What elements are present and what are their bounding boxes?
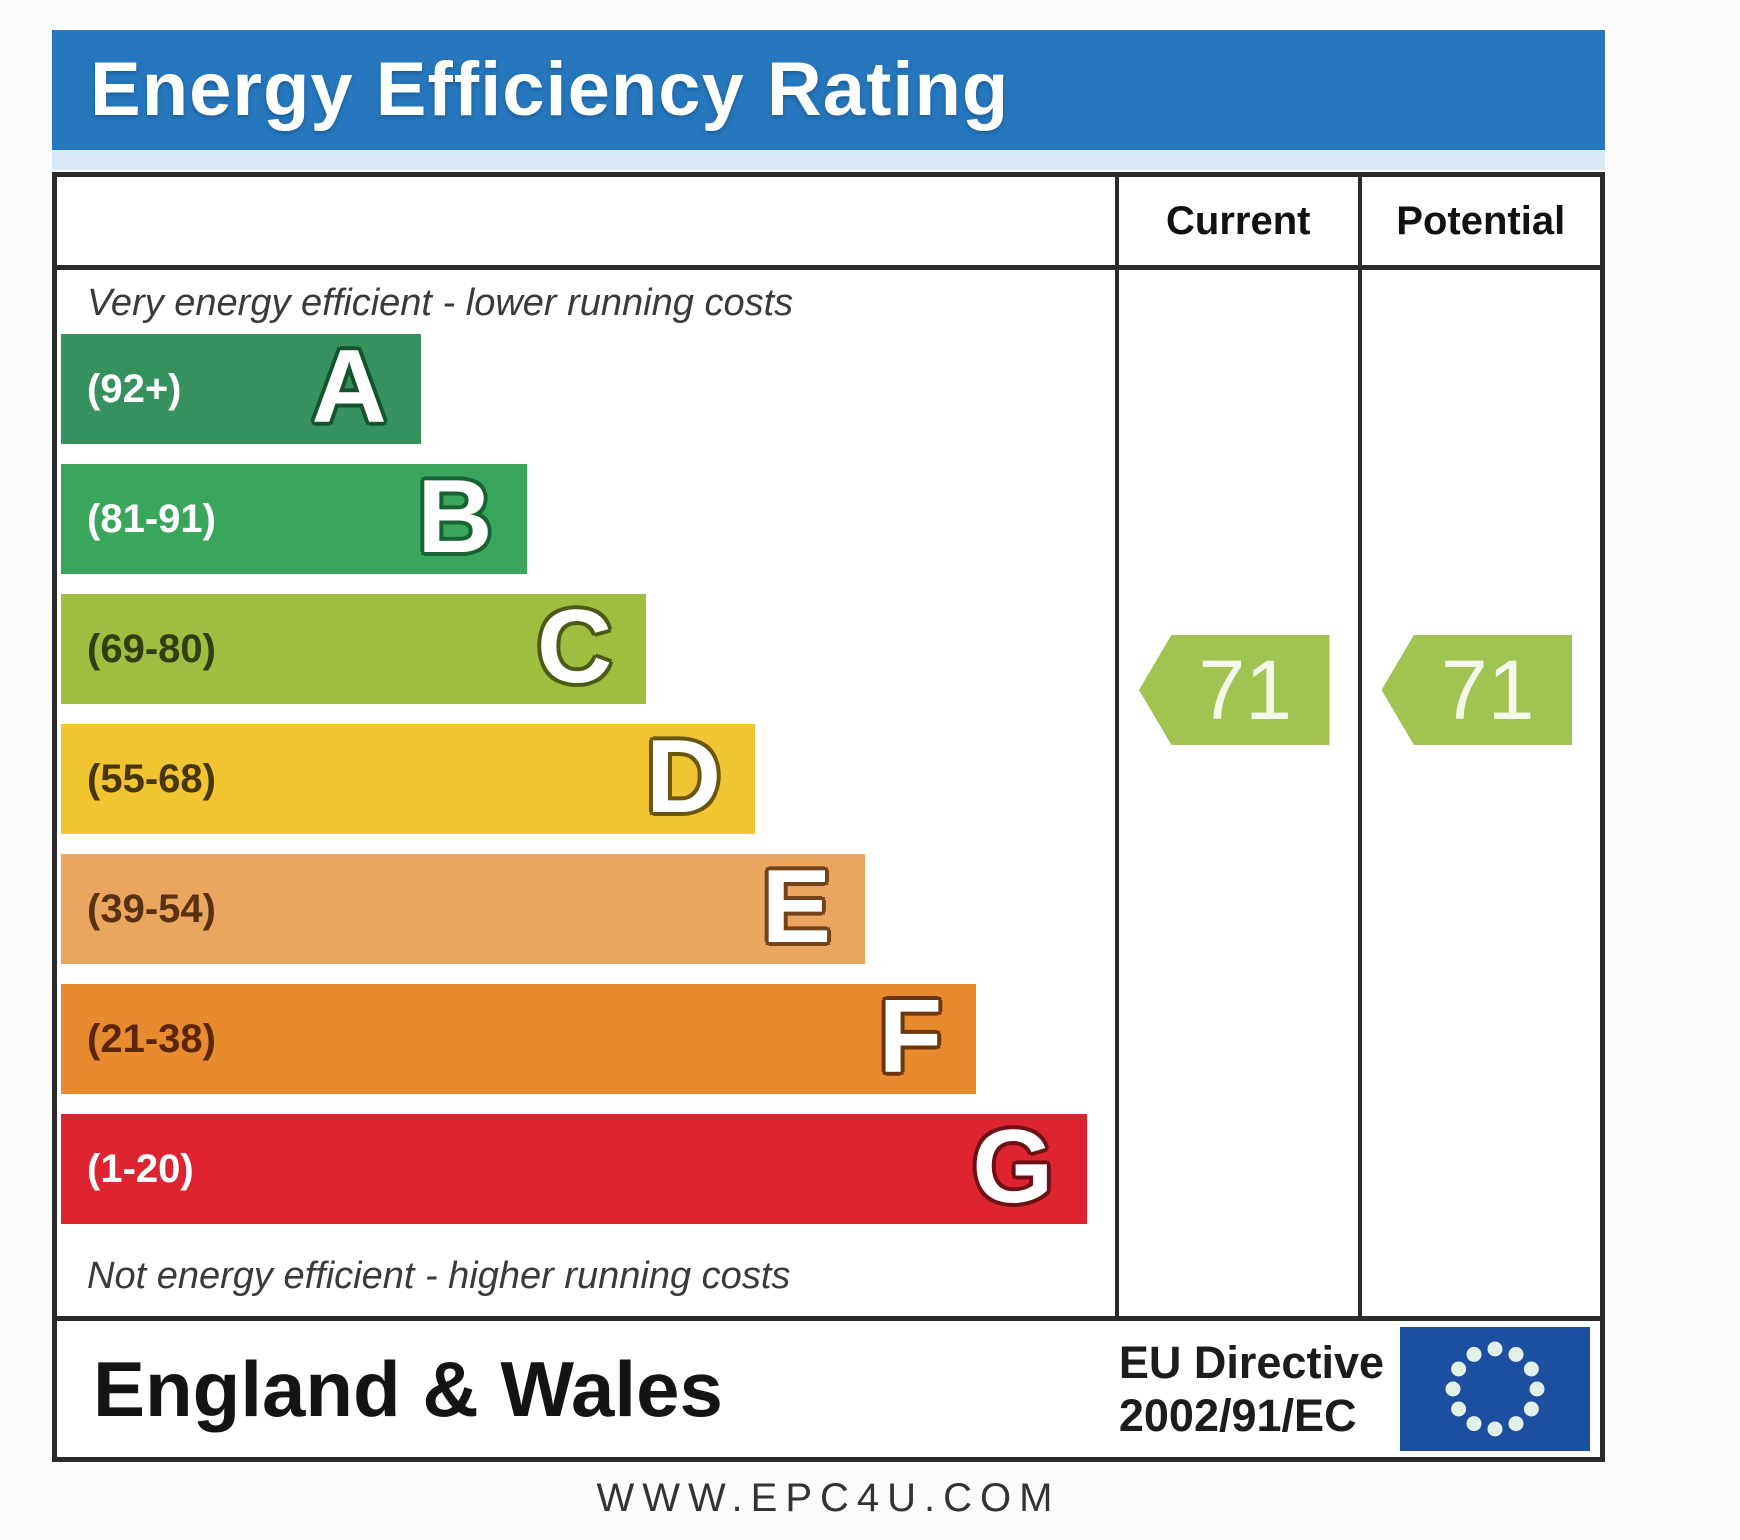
current-rating-arrow: 71 bbox=[1139, 635, 1330, 745]
potential-column-cell: 71 bbox=[1357, 270, 1601, 1316]
band-f-range: (21-38) bbox=[87, 1016, 216, 1061]
band-c-letter: C bbox=[536, 588, 613, 705]
current-rating-value: 71 bbox=[1198, 642, 1292, 737]
region-label: England & Wales bbox=[93, 1344, 723, 1433]
source-url: WWW.EPC4U.COM bbox=[596, 1476, 1061, 1520]
band-g: (1-20) G bbox=[61, 1108, 1088, 1225]
band-e: (39-54) E bbox=[61, 848, 866, 965]
bands-header-cell bbox=[57, 177, 1115, 265]
top-note: Very energy efficient - lower running co… bbox=[87, 282, 794, 324]
band-d-range: (55-68) bbox=[87, 756, 216, 801]
current-column-cell: 71 bbox=[1115, 270, 1358, 1316]
potential-rating-value: 71 bbox=[1441, 642, 1535, 737]
potential-rating-arrow: 71 bbox=[1381, 635, 1572, 745]
title-bar-underline bbox=[52, 150, 1605, 170]
band-b-letter: B bbox=[417, 458, 493, 575]
band-d: (55-68) D bbox=[61, 718, 756, 835]
bands-area: Very energy efficient - lower running co… bbox=[57, 270, 1115, 1316]
table-footer-row: England & Wales EU Directive 2002/91/EC bbox=[57, 1316, 1600, 1457]
eu-directive-label: EU Directive 2002/91/EC bbox=[1119, 1336, 1384, 1442]
potential-column-header: Potential bbox=[1357, 177, 1601, 265]
band-f-letter: F bbox=[878, 978, 943, 1095]
band-a-letter: A bbox=[311, 328, 387, 445]
band-b-range: (81-91) bbox=[87, 496, 216, 541]
eu-flag-icon bbox=[1400, 1327, 1590, 1451]
band-f: (21-38) F bbox=[61, 978, 977, 1095]
page-title: Energy Efficiency Rating bbox=[52, 30, 1605, 150]
table-body-row: Very energy efficient - lower running co… bbox=[57, 270, 1600, 1316]
band-g-range: (1-20) bbox=[87, 1146, 194, 1191]
rating-table: Current Potential Very energy efficient … bbox=[52, 172, 1605, 1462]
band-e-range: (39-54) bbox=[87, 886, 216, 931]
eu-directive-line1: EU Directive bbox=[1118, 1336, 1384, 1388]
band-b: (81-91) B bbox=[61, 464, 527, 574]
band-g-letter: G bbox=[972, 1108, 1054, 1225]
bottom-note: Not energy efficient - higher running co… bbox=[87, 1255, 791, 1297]
band-e-letter: E bbox=[761, 848, 832, 965]
band-c-range: (69-80) bbox=[87, 626, 216, 671]
band-c: (69-80) C bbox=[61, 588, 647, 705]
table-header-row: Current Potential bbox=[57, 177, 1600, 270]
band-a-range: (92+) bbox=[87, 366, 182, 411]
current-column-header: Current bbox=[1115, 177, 1358, 265]
band-a: (92+) A bbox=[61, 334, 421, 444]
eu-directive-line2: 2002/91/EC bbox=[1118, 1390, 1357, 1441]
band-d-letter: D bbox=[645, 718, 722, 835]
